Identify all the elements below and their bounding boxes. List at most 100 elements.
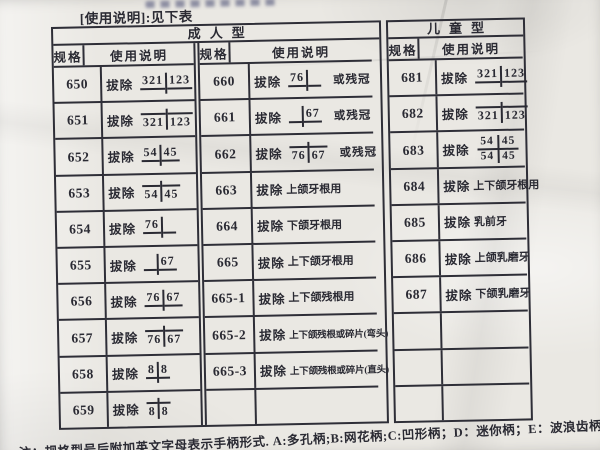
spec-cell: 665-3 — [205, 353, 257, 389]
col-header-usage: 使用说明 — [109, 48, 169, 64]
column-header-row: 规格 使用说明 — [53, 43, 193, 66]
rows: 660 拔除 76 或残冠 661 拔除 67 或残冠 662 拔除 76 67 或残冠 663 拔除 上颌牙… — [199, 59, 389, 425]
usage-cell: 拔除 321 123 — [437, 95, 528, 131]
usage-text: 上颌乳磨牙 — [474, 251, 530, 265]
column-header-row: 规格 使用说明 — [388, 37, 522, 60]
tooth-number: 67 — [303, 105, 322, 123]
spec-cell: 657 — [58, 320, 108, 356]
usage-text: 上下颌牙根用 — [473, 178, 540, 193]
usage-prefix: 拔除 — [109, 258, 137, 274]
col-header-spec: 规格 — [199, 42, 231, 63]
usage-cell: 拔除 上颌乳磨牙 — [440, 239, 530, 275]
usage-prefix: 拔除 — [111, 367, 140, 383]
usage-prefix: 拔除 — [443, 215, 472, 231]
rows: 650 拔除 321 123 651 拔除 321 123 652 拔除 54 45 653 拔除 54 45… — [53, 63, 201, 428]
tooth-number: 45 — [162, 184, 181, 202]
tooth-number: 54 — [480, 149, 495, 162]
spec-cell — [395, 386, 444, 422]
tooth-number: 123 — [501, 65, 528, 83]
tooth-number: 45 — [161, 144, 180, 162]
tooth-number: 45 — [502, 149, 516, 162]
usage-cell: 拔除 上下颌残根用 — [254, 279, 377, 316]
tooth-number: 76 — [289, 145, 308, 164]
usage-prefix: 拔除 — [108, 222, 137, 238]
usage-prefix: 拔除 — [106, 77, 134, 93]
usage-cell: 拔除 76 67 — [107, 318, 200, 354]
usage-text: 上下颌残根或碎片(直头) — [289, 364, 389, 377]
spec-cell — [394, 349, 444, 385]
usage-cell: 拔除 67 — [105, 246, 198, 282]
usage-prefix: 拔除 — [258, 292, 286, 307]
tooth-notation-upper-jaw: 76 — [287, 69, 322, 91]
table-row: 657 拔除 76 67 — [58, 316, 200, 356]
spec-cell: 659 — [60, 392, 110, 428]
usage-cell — [256, 387, 379, 424]
tooth-number — [307, 69, 322, 87]
tooth-notation-upper-jaw: 67 — [143, 253, 177, 275]
usage-prefix: 拔除 — [257, 255, 285, 271]
spec-cell — [206, 389, 257, 425]
group-adult: 成人型 规格 使用说明 650 拔除 321 123 651 拔除 321 123 652 拔除 54 45… — [50, 20, 389, 430]
usage-prefix: 拔除 — [106, 114, 135, 129]
usage-prefix: 拔除 — [441, 107, 469, 122]
spec-cell: 664 — [202, 208, 254, 244]
usage-cell: 拔除 76 — [105, 210, 198, 246]
spec-cell: 681 — [388, 60, 438, 96]
table-row: 685 拔除 乳前牙 — [391, 201, 527, 241]
table-row: 684 拔除 上下颌牙根用 — [390, 165, 539, 204]
usage-cell: 拔除 54 45 54 45 — [438, 131, 525, 167]
table-row: 683 拔除 54 45 54 45 — [390, 128, 525, 168]
usage-cell: 拔除 上下颌残根或碎片(弯头) — [255, 315, 388, 352]
usage-cell: 拔除 上下颌残根或碎片(直头) — [256, 351, 389, 388]
section-children-1: 规格 使用说明 681 拔除 321 123 682 拔除 321 123 683 拔除 54 45 54 4… — [388, 37, 539, 422]
group-sections: 规格 使用说明 650 拔除 321 123 651 拔除 321 123 652 拔除 54 45 653… — [53, 39, 389, 428]
tooth-number — [288, 105, 302, 124]
table-row: 650 拔除 321 123 — [53, 63, 195, 103]
usage-cell: 拔除 76 67 或残冠 — [251, 134, 377, 171]
tooth-number: 321 — [140, 112, 167, 130]
usage-prefix: 拔除 — [440, 71, 469, 86]
usage-prefix: 拔除 — [255, 147, 283, 162]
usage-text: 下颌乳磨牙 — [475, 287, 531, 301]
table-row: 663 拔除 上颌牙根用 — [201, 168, 375, 208]
spec-cell: 665-2 — [204, 317, 256, 353]
usage-text: 上下颌牙根用 — [287, 255, 354, 269]
usage-prefix: 拔除 — [444, 252, 472, 267]
tooth-number: 67 — [165, 329, 184, 347]
tooth-number: 54 — [141, 144, 160, 163]
usage-suffix: 或残冠 — [333, 109, 372, 123]
spec-cell: 684 — [390, 168, 440, 204]
tooth-number: 45 — [498, 134, 519, 150]
usage-prefix: 拔除 — [256, 183, 284, 199]
tooth-number: 123 — [166, 71, 193, 90]
usage-prefix: 拔除 — [112, 403, 140, 419]
usage-cell: 拔除 321 123 — [437, 59, 528, 95]
tooth-number: 321 — [474, 65, 501, 84]
usage-cell: 拔除 乳前牙 — [440, 203, 527, 239]
table-row: 658 拔除 8 8 — [59, 352, 201, 392]
usage-cell: 拔除 76 或残冠 — [250, 62, 373, 99]
spec-cell: 653 — [55, 175, 105, 211]
tooth-notation-upper-jaw: 54 45 — [141, 144, 180, 166]
spec-cell: 665-1 — [204, 281, 255, 317]
tooth-notation-lower-jaw: 321 123 — [475, 101, 528, 124]
tooth-notation-upper-jaw: 76 67 — [144, 289, 183, 311]
table-row: 651 拔除 321 123 — [54, 99, 196, 139]
usage-prefix: 拔除 — [111, 331, 139, 346]
tooth-notation-upper-jaw: 321 123 — [139, 71, 193, 94]
spec-cell: 687 — [393, 277, 442, 313]
spec-cell: 650 — [53, 66, 103, 103]
col-header-usage: 使用说明 — [271, 44, 331, 61]
usage-cell: 拔除 上颌牙根用 — [252, 170, 375, 207]
table-row: 665-3 拔除 上下颌残根或碎片(直头) — [205, 349, 389, 389]
usage-cell: 拔除 8 8 — [108, 391, 201, 427]
table-row: 653 拔除 54 45 — [55, 171, 197, 211]
spec-cell: 655 — [57, 247, 107, 284]
table-row: 664 拔除 下颌牙根用 — [202, 204, 376, 244]
table-row: 659 拔除 8 8 — [60, 388, 201, 428]
spec-cell: 656 — [58, 284, 107, 320]
tooth-number: 67 — [164, 289, 183, 307]
table-row: 652 拔除 54 45 — [55, 135, 196, 175]
